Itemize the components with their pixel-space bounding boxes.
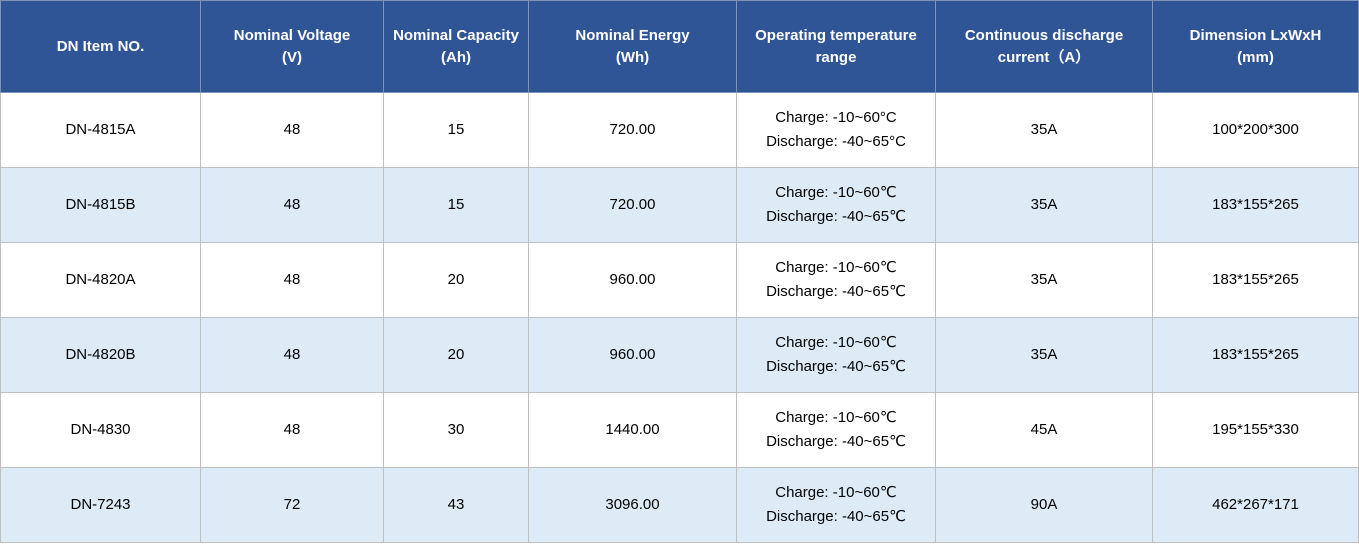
header-item-no: DN Item NO.	[0, 0, 201, 93]
cell-capacity: 15	[383, 167, 529, 243]
cell-item-no: DN-4820A	[0, 242, 201, 318]
cell-current: 45A	[935, 392, 1153, 468]
table-row: DN-4820B 48 20 960.00 Charge: -10~60℃ Dis…	[0, 317, 1359, 393]
cell-capacity: 43	[383, 467, 529, 543]
cell-energy: 960.00	[528, 317, 737, 393]
table-row: DN-4820A 48 20 960.00 Charge: -10~60℃ Dis…	[0, 242, 1359, 318]
cell-voltage: 48	[200, 317, 384, 393]
cell-energy: 1440.00	[528, 392, 737, 468]
cell-voltage: 48	[200, 242, 384, 318]
header-unit: (mm)	[1237, 48, 1274, 66]
discharge-range: Discharge: -40~65°C	[766, 133, 906, 150]
header-unit: (Ah)	[441, 48, 471, 66]
cell-temperature: Charge: -10~60°C Discharge: -40~65°C	[736, 92, 936, 168]
header-unit: (Wh)	[615, 48, 650, 66]
discharge-range: Discharge: -40~65℃	[766, 433, 906, 450]
cell-current: 90A	[935, 467, 1153, 543]
cell-energy: 960.00	[528, 242, 737, 318]
header-row: DN Item NO. Nominal Voltage (V) Nominal C…	[0, 0, 1359, 93]
header-line: Dimension LxWxH	[1189, 26, 1322, 44]
cell-dimension: 100*200*300	[1152, 92, 1359, 168]
cell-current: 35A	[935, 92, 1153, 168]
discharge-range: Discharge: -40~65℃	[766, 508, 906, 525]
cell-dimension: 183*155*265	[1152, 242, 1359, 318]
cell-item-no: DN-4815A	[0, 92, 201, 168]
cell-dimension: 195*155*330	[1152, 392, 1359, 468]
discharge-range: Discharge: -40~65℃	[766, 358, 906, 375]
charge-range: Charge: -10~60°C	[775, 109, 897, 126]
header-line: Operating temperature	[755, 26, 917, 44]
header-unit: range	[815, 48, 857, 66]
cell-current: 35A	[935, 242, 1153, 318]
cell-temperature: Charge: -10~60℃ Discharge: -40~65℃	[736, 467, 936, 543]
cell-temperature: Charge: -10~60℃ Discharge: -40~65℃	[736, 242, 936, 318]
header-discharge-current: Continuous discharge current（A）	[935, 0, 1153, 93]
header-line: Nominal Capacity	[393, 26, 519, 44]
cell-capacity: 30	[383, 392, 529, 468]
cell-capacity: 15	[383, 92, 529, 168]
discharge-range: Discharge: -40~65℃	[766, 283, 906, 300]
header-nominal-capacity: Nominal Capacity (Ah)	[383, 0, 529, 93]
cell-current: 35A	[935, 167, 1153, 243]
cell-energy: 720.00	[528, 92, 737, 168]
cell-item-no: DN-4830	[0, 392, 201, 468]
discharge-range: Discharge: -40~65℃	[766, 208, 906, 225]
cell-temperature: Charge: -10~60℃ Discharge: -40~65℃	[736, 392, 936, 468]
cell-voltage: 48	[200, 92, 384, 168]
table-row: DN-7243 72 43 3096.00 Charge: -10~60℃ Dis…	[0, 467, 1359, 543]
header-operating-temperature: Operating temperature range	[736, 0, 936, 93]
cell-voltage: 48	[200, 392, 384, 468]
charge-range: Charge: -10~60℃	[775, 259, 897, 276]
cell-capacity: 20	[383, 317, 529, 393]
table-body: DN-4815A 48 15 720.00 Charge: -10~60°C Di…	[0, 92, 1359, 543]
header-unit: current（A）	[997, 48, 1091, 66]
charge-range: Charge: -10~60℃	[775, 334, 897, 351]
cell-temperature: Charge: -10~60℃ Discharge: -40~65℃	[736, 317, 936, 393]
header-line: Nominal Energy	[575, 26, 690, 44]
header-line: Nominal Voltage	[233, 26, 351, 44]
charge-range: Charge: -10~60℃	[775, 484, 897, 501]
charge-range: Charge: -10~60℃	[775, 184, 897, 201]
cell-energy: 3096.00	[528, 467, 737, 543]
cell-item-no: DN-4815B	[0, 167, 201, 243]
table-row: DN-4815A 48 15 720.00 Charge: -10~60°C Di…	[0, 92, 1359, 168]
header-nominal-voltage: Nominal Voltage (V)	[200, 0, 384, 93]
header-nominal-energy: Nominal Energy (Wh)	[528, 0, 737, 93]
cell-dimension: 183*155*265	[1152, 317, 1359, 393]
table-row: DN-4830 48 30 1440.00 Charge: -10~60℃ Dis…	[0, 392, 1359, 468]
cell-dimension: 183*155*265	[1152, 167, 1359, 243]
charge-range: Charge: -10~60℃	[775, 409, 897, 426]
cell-item-no: DN-4820B	[0, 317, 201, 393]
header-unit: (V)	[282, 48, 302, 66]
cell-current: 35A	[935, 317, 1153, 393]
cell-voltage: 72	[200, 467, 384, 543]
cell-capacity: 20	[383, 242, 529, 318]
cell-voltage: 48	[200, 167, 384, 243]
cell-energy: 720.00	[528, 167, 737, 243]
cell-dimension: 462*267*171	[1152, 467, 1359, 543]
header-line: DN Item NO.	[56, 37, 145, 55]
header-dimension: Dimension LxWxH (mm)	[1152, 0, 1359, 93]
table-row: DN-4815B 48 15 720.00 Charge: -10~60℃ Dis…	[0, 167, 1359, 243]
cell-item-no: DN-7243	[0, 467, 201, 543]
cell-temperature: Charge: -10~60℃ Discharge: -40~65℃	[736, 167, 936, 243]
table-header: DN Item NO. Nominal Voltage (V) Nominal C…	[0, 0, 1359, 93]
header-line: Continuous discharge	[964, 26, 1124, 44]
